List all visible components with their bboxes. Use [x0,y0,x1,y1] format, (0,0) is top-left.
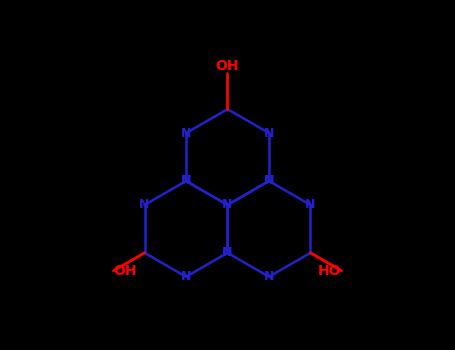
Text: N: N [264,127,274,140]
Text: N: N [222,246,233,259]
Text: HO: HO [318,264,342,278]
Text: N: N [222,198,233,211]
Text: N: N [264,270,274,283]
Text: N: N [181,270,191,283]
Text: N: N [305,198,316,211]
Text: N: N [222,246,233,259]
Text: N: N [181,127,191,140]
Text: N: N [264,175,274,188]
Text: N: N [181,175,191,188]
Text: OH: OH [113,264,137,278]
Text: N: N [181,175,191,188]
Text: N: N [264,175,274,188]
Text: OH: OH [216,59,239,73]
Text: N: N [139,198,150,211]
